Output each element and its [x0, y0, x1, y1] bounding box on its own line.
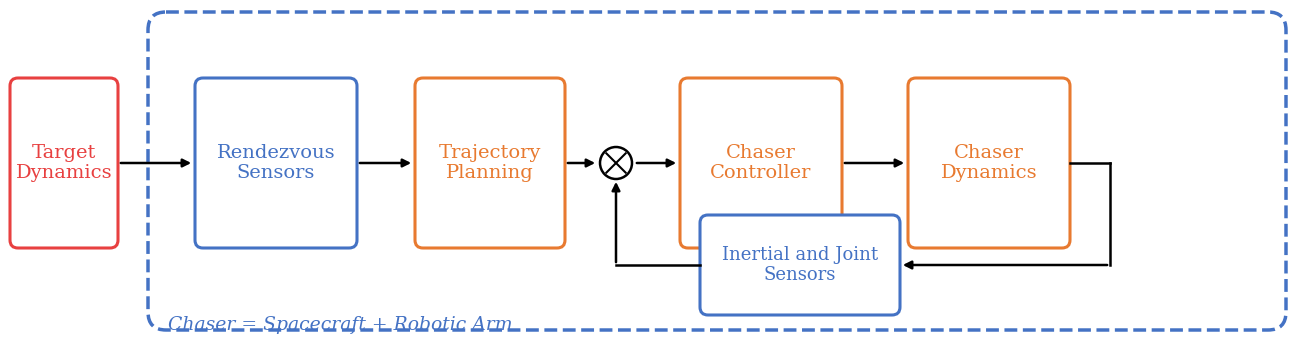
- FancyBboxPatch shape: [680, 78, 842, 248]
- Text: Rendezvous
Sensors: Rendezvous Sensors: [216, 144, 336, 182]
- FancyBboxPatch shape: [10, 78, 118, 248]
- Text: Inertial and Joint
Sensors: Inertial and Joint Sensors: [721, 245, 878, 285]
- Text: Target
Dynamics: Target Dynamics: [16, 144, 112, 182]
- Text: Chaser
Controller: Chaser Controller: [711, 144, 811, 182]
- Text: Trajectory
Planning: Trajectory Planning: [439, 144, 542, 182]
- Text: Chaser = Spacecraft + Robotic Arm: Chaser = Spacecraft + Robotic Arm: [168, 316, 513, 334]
- FancyBboxPatch shape: [195, 78, 357, 248]
- FancyBboxPatch shape: [700, 215, 900, 315]
- Text: Chaser
Dynamics: Chaser Dynamics: [940, 144, 1038, 182]
- FancyBboxPatch shape: [907, 78, 1070, 248]
- FancyBboxPatch shape: [415, 78, 565, 248]
- Circle shape: [600, 147, 631, 179]
